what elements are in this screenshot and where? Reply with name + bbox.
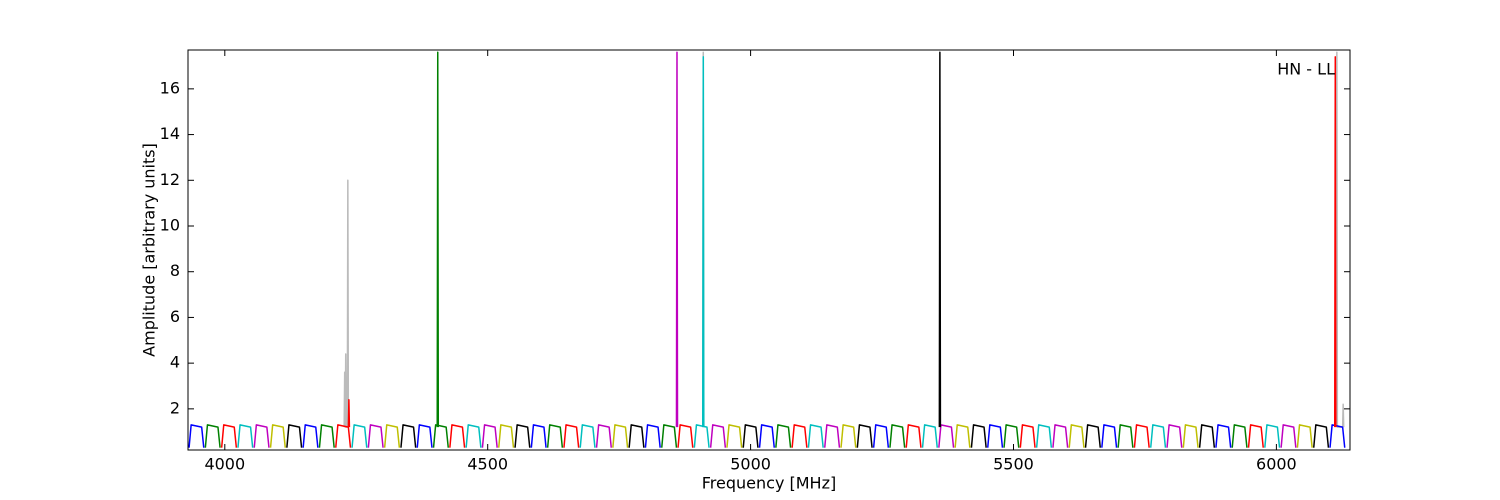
y-tick-label: 12 [160, 170, 180, 189]
y-axis-label: Amplitude [arbitrary units] [140, 143, 159, 357]
y-tick-label: 8 [170, 261, 180, 280]
x-tick-label: 4500 [467, 455, 508, 474]
y-tick-label: 16 [160, 78, 180, 97]
series-line [343, 179, 350, 428]
series-line [269, 424, 1313, 448]
series-line [347, 398, 351, 428]
series-line [1334, 56, 1337, 428]
series-line [220, 424, 1264, 448]
series-line [436, 51, 440, 428]
x-tick-label: 6000 [1256, 455, 1297, 474]
plot-frame [187, 49, 1351, 451]
series-line [188, 424, 1346, 448]
series-line [237, 424, 1281, 448]
y-tick-label: 10 [160, 216, 180, 235]
x-tick-label: 5000 [730, 455, 771, 474]
plot-area [188, 50, 1350, 450]
x-tick-label: 5500 [993, 455, 1034, 474]
series-line [286, 424, 1330, 448]
series-line [204, 424, 1248, 448]
series-line [702, 56, 705, 428]
y-tick-label: 4 [170, 353, 180, 372]
series-group [188, 51, 1346, 448]
annotation: HN - LL [1277, 60, 1335, 79]
x-axis-label: Frequency [MHz] [702, 474, 836, 493]
series-line [253, 424, 1297, 448]
x-tick-label: 4000 [204, 455, 245, 474]
y-tick-label: 6 [170, 307, 180, 326]
y-tick-label: 2 [170, 398, 180, 417]
series-line [675, 51, 679, 428]
y-tick-label: 14 [160, 124, 180, 143]
series-line [938, 51, 942, 428]
